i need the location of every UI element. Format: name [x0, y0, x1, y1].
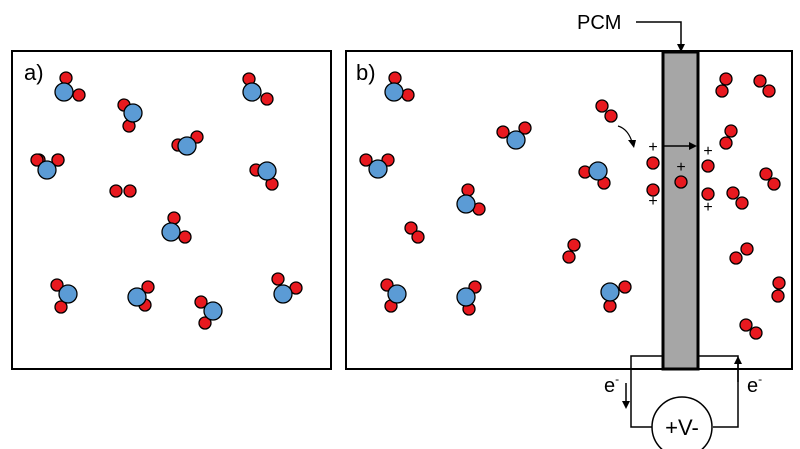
- oxygen-ion-icon: [646, 183, 660, 197]
- co2-molecule-icon: [117, 98, 143, 133]
- co2-molecule-icon: [600, 280, 632, 313]
- co2-molecule-icon: [359, 153, 395, 179]
- co2-molecule-icon: [54, 71, 86, 102]
- co2-molecule-icon: [271, 272, 303, 304]
- co2-molecule-icon: [496, 121, 532, 150]
- oxygen-ion-icon: [646, 156, 660, 170]
- o2-molecule-icon: [739, 318, 763, 340]
- co2-molecule-icon: [171, 130, 204, 156]
- positive-charge-sign: +: [648, 139, 657, 156]
- oxygen-ion-icon: [674, 175, 688, 189]
- panel-b-frame: [345, 50, 793, 370]
- o2-molecule-icon: [562, 238, 581, 264]
- positive-charge-sign: +: [703, 199, 712, 216]
- co2-molecule-icon: [242, 72, 274, 106]
- co2-molecule-icon: [380, 278, 407, 313]
- o2-molecule-icon: [715, 72, 733, 98]
- pcm-label: PCM: [577, 12, 621, 34]
- molecules-layer: [30, 71, 786, 340]
- o2-molecule-icon: [719, 124, 738, 150]
- co2-molecule-icon: [161, 211, 192, 244]
- o2-molecule-icon: [771, 276, 786, 303]
- adsorption-arrow: [617, 125, 636, 148]
- o2-molecule-icon: [404, 221, 425, 244]
- o2-molecule-icon: [729, 242, 754, 265]
- oxygen-ion-icon: [701, 159, 715, 173]
- co2-molecule-icon: [456, 280, 482, 316]
- voltage-source-label: +V-: [665, 415, 699, 440]
- co2-molecule-icon: [249, 161, 279, 191]
- o2-molecule-icon: [595, 99, 618, 123]
- pcm-membrane: [661, 50, 700, 371]
- positive-charge-sign: +: [648, 193, 657, 210]
- electron-label-left: e-: [604, 372, 619, 397]
- charge-signs-layer: + + + + +: [648, 139, 712, 216]
- pcm-pointer-arrow: [636, 21, 685, 52]
- co2-molecule-icon: [456, 183, 486, 216]
- positive-charge-sign: +: [703, 143, 712, 160]
- co2-molecule-icon: [384, 71, 415, 102]
- electron-label-right: e-: [747, 372, 762, 397]
- co2-molecule-icon: [578, 161, 611, 190]
- panel-a-label: a): [24, 60, 44, 85]
- co2-molecule-icon: [50, 278, 78, 314]
- co2-molecule-icon: [127, 280, 155, 312]
- o2-molecule-icon: [726, 186, 749, 210]
- oxygen-ion-icon: [701, 187, 715, 201]
- o2-molecule-icon: [109, 184, 137, 198]
- electron-flow-right-arrow: [734, 356, 742, 382]
- o2-molecule-icon: [759, 167, 781, 191]
- ion-transport-arrow: [664, 142, 697, 150]
- o2-molecule-icon: [753, 74, 776, 98]
- voltage-source-icon: [651, 396, 713, 449]
- electron-flow-left-arrow: [622, 383, 630, 409]
- co2-molecule-icon: [30, 153, 65, 180]
- panel-a-frame: [11, 50, 332, 370]
- panel-b-label: b): [356, 60, 376, 85]
- positive-charge-sign: +: [676, 159, 685, 176]
- co2-molecule-icon: [194, 295, 223, 330]
